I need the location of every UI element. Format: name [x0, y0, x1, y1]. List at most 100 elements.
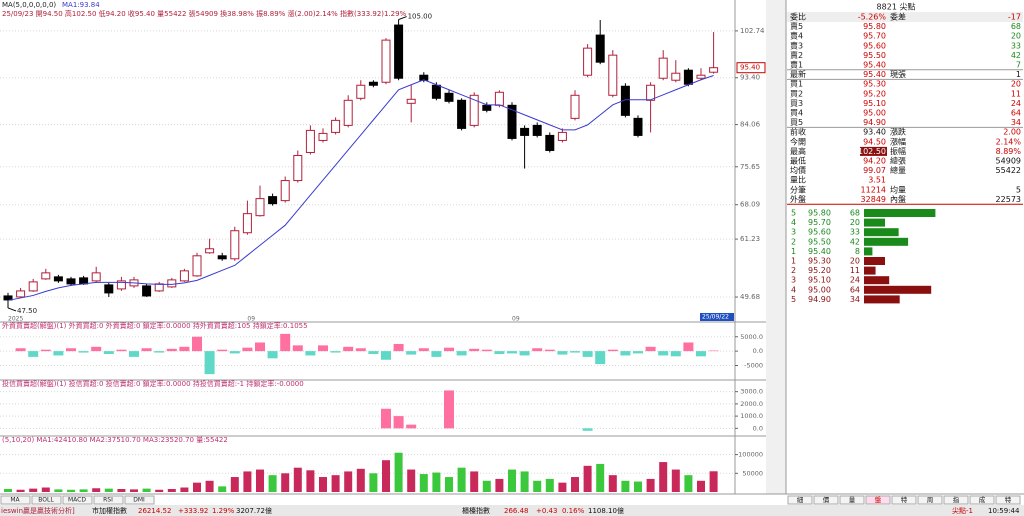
indicator-tab-label[interactable]: BOLL: [38, 497, 54, 504]
side-tab-label[interactable]: 特: [901, 495, 908, 504]
volume-bar: [155, 489, 164, 492]
volume-bar: [243, 471, 252, 492]
side-tab-label[interactable]: 特: [1005, 495, 1012, 504]
volume-bar: [67, 489, 75, 492]
flow-bar: [645, 346, 656, 352]
side-tab[interactable]: [787, 495, 813, 505]
side-tab-label[interactable]: 細: [797, 495, 804, 504]
quote-cell: 買3: [790, 99, 803, 108]
flow-bar: [532, 348, 543, 352]
side-tab-label[interactable]: 盤: [875, 495, 882, 504]
indicator-tab[interactable]: [31, 495, 62, 505]
candle-body: [318, 132, 328, 141]
indicator-tab[interactable]: [93, 495, 124, 505]
indicator-tab-label[interactable]: RSI: [103, 497, 113, 504]
volume-bar: [558, 482, 567, 492]
low-label: 47.50: [17, 307, 37, 315]
side-tab-label[interactable]: 量: [849, 496, 856, 504]
high-label: 105.00: [408, 13, 433, 21]
quote-cell: 22573: [996, 195, 1021, 204]
indicator-tab[interactable]: [62, 495, 93, 505]
quote-cell: 最低: [790, 156, 806, 166]
last-price-box: [736, 62, 766, 74]
candle-body: [53, 276, 63, 282]
candle-body: [66, 278, 76, 285]
quote-cell: 均量: [890, 184, 906, 194]
quote-cell: 95.20: [863, 89, 886, 98]
x-date-label: 2025: [8, 316, 23, 323]
candle-body: [494, 91, 504, 106]
depth-bar: [864, 257, 885, 265]
ma-value: MA1:93.84: [62, 1, 100, 9]
depth-price: 95.00: [808, 285, 831, 294]
volume-bar: [306, 470, 315, 492]
depth-bar: [864, 247, 873, 256]
indicator-tab[interactable]: [0, 495, 31, 505]
side-tab[interactable]: [891, 495, 917, 505]
depth-bar: [864, 295, 900, 304]
indicator-tab[interactable]: [124, 495, 155, 505]
candle-body: [545, 134, 555, 151]
ma-line: [7, 75, 714, 301]
quote-cell: -17: [1008, 13, 1021, 22]
flow-bar: [381, 351, 391, 360]
quote-cell: 95.80: [863, 22, 886, 31]
y-tick-label: 68.09: [740, 201, 760, 209]
side-tab[interactable]: [917, 495, 943, 505]
side-tab[interactable]: [813, 495, 839, 505]
side-tab[interactable]: [865, 495, 891, 505]
quote-cell: 95.00: [863, 109, 886, 118]
quote-cell: 賣1: [790, 60, 803, 70]
depth-qty: 20: [850, 257, 860, 266]
candle-body: [268, 196, 278, 205]
flow-bar: [658, 351, 669, 356]
quote-cell: 最新: [790, 69, 806, 79]
indicator-tab-label[interactable]: DMI: [133, 497, 145, 504]
side-tab-label[interactable]: 價: [823, 495, 830, 504]
side-tab[interactable]: [995, 495, 1021, 505]
volume-bar: [142, 488, 151, 492]
quote-cell: 95.70: [863, 32, 886, 41]
side-tab[interactable]: [943, 495, 969, 505]
quote-cell: 振幅: [890, 146, 906, 156]
flow-bar: [670, 351, 681, 357]
quote-cell: 94.90: [863, 118, 886, 127]
status-text: 尖點-1: [952, 506, 973, 515]
x-date-label: 09: [247, 316, 255, 323]
flow-bar: [595, 351, 606, 365]
volume-bar: [104, 488, 113, 492]
side-tab[interactable]: [839, 495, 865, 505]
quote-header: [787, 12, 1023, 22]
depth-bar: [864, 218, 885, 227]
volume-bar: [432, 472, 441, 492]
side-tab[interactable]: [969, 495, 995, 505]
cursor-date: 25/09/22: [702, 314, 729, 321]
depth-qty: 24: [850, 276, 860, 285]
candle-body: [242, 213, 252, 234]
flow-bar: [242, 347, 253, 352]
volume-bar: [41, 487, 50, 492]
quote-cell: 11214: [861, 185, 886, 194]
quote-cell: 賣2: [790, 50, 803, 60]
quote-cell: 42: [1011, 51, 1021, 60]
volume-bar: [130, 489, 138, 492]
volume-bar: [382, 460, 390, 492]
flow-bar: [620, 351, 631, 356]
flow-bar: [557, 351, 568, 355]
scrollbar[interactable]: [766, 0, 786, 494]
quote-cell: 3.51: [868, 176, 886, 185]
side-tab-label[interactable]: 成: [979, 495, 986, 504]
side-tab-label[interactable]: 周: [927, 496, 934, 504]
candle-body: [104, 284, 114, 294]
candle-body: [230, 230, 240, 260]
quote-cell: 現張: [890, 70, 906, 79]
flow-bar: [368, 351, 379, 354]
side-tab-label[interactable]: 指: [953, 495, 960, 504]
candle-body: [343, 99, 353, 126]
indicator-tab-label[interactable]: MACD: [68, 497, 86, 504]
flow-bar: [129, 351, 139, 357]
indicator-tab-label[interactable]: MA: [10, 497, 20, 504]
flow-bar: [305, 351, 316, 356]
flow-bar: [116, 349, 127, 352]
